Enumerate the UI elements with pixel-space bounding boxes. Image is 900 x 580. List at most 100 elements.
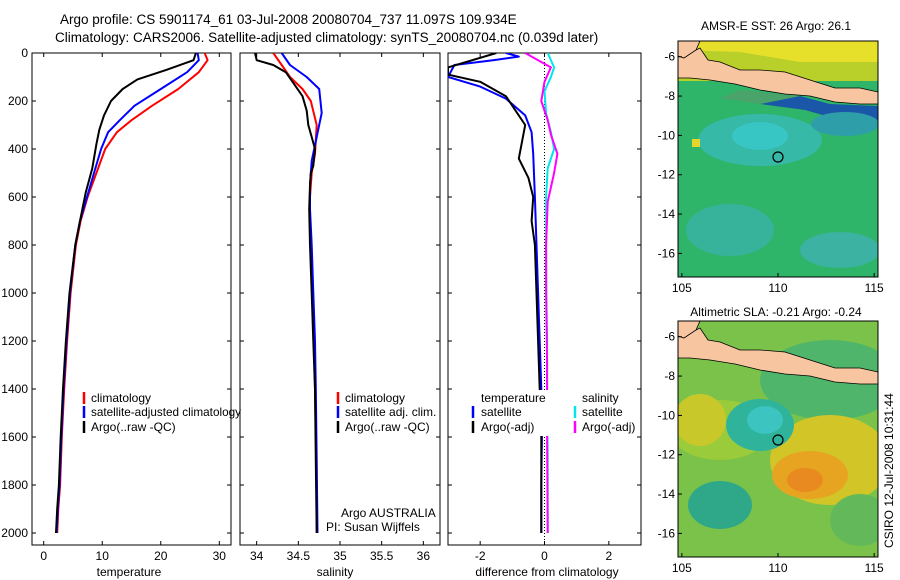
sst_map-ytick-label: -14 — [658, 207, 676, 221]
depth-tick-label: 200 — [8, 94, 28, 108]
sst-cool-patch-5 — [800, 232, 878, 268]
difference-line-temperature-satellite — [448, 53, 543, 533]
temperature-xtick-label: 20 — [154, 549, 168, 563]
temperature-xtick-label: 30 — [213, 549, 227, 563]
sst-cool-patch-4 — [686, 204, 774, 256]
sla-map-image — [678, 321, 878, 557]
sla-green-patch-3 — [830, 494, 878, 546]
sla-cyan-eddy-core — [747, 406, 783, 434]
difference-lines — [448, 53, 559, 534]
temperature-line-satellite-adjusted-climatology — [55, 53, 200, 534]
temperature-panel: 0 200 400 600 800 1000 1200 1400 1600 1800 2000 0 1… — [1, 46, 241, 579]
depth-tick-label: 1200 — [1, 334, 28, 348]
sst_map-xtick-label: 105 — [672, 281, 692, 295]
depth-tick-label: 1600 — [1, 430, 28, 444]
salinity-line-climatology — [272, 53, 318, 533]
sst-yellow-north — [678, 41, 878, 62]
csiro-timestamp: CSIRO 12-Jul-2008 10:31:44 — [882, 393, 896, 548]
sla_map-ytick-label: -8 — [664, 369, 675, 383]
temperature-xlabel: temperature — [97, 565, 162, 579]
difference-legend-temp-argo: Argo(-adj) — [481, 420, 534, 434]
sla_map-ytick-label: -14 — [658, 487, 676, 501]
salinity-legend-satellite: satellite adj. clim. — [345, 405, 436, 419]
sst-java-land — [678, 47, 878, 105]
sla-yellow-patch-2 — [678, 394, 726, 446]
sla-map-panel: Altimetric SLA: -0.21 Argo: -0.24 105 110… — [658, 305, 884, 575]
sla-profile-marker — [772, 434, 784, 446]
depth-tick-label: 1000 — [1, 286, 28, 300]
sst_map-ytick-label: -6 — [664, 50, 675, 64]
depth-tick-label: 600 — [8, 190, 28, 204]
difference-legend-sal-satellite: satellite — [582, 405, 623, 419]
difference-legend-sal-argo: Argo(-adj) — [582, 420, 635, 434]
difference-x-ticks: -2 0 2 — [475, 53, 612, 563]
depth-tick-label: 800 — [8, 238, 28, 252]
difference-xtick-label: 0 — [541, 549, 548, 563]
salinity-legend: climatology satellite adj. clim. Argo(..… — [336, 391, 436, 434]
sla_map-ytick-label: -6 — [664, 330, 675, 344]
salinity-annotation-line2: PI: Susan Wijffels — [326, 520, 420, 534]
sst_map-ytick-label: -8 — [664, 89, 675, 103]
depth-tick-label: 1800 — [1, 478, 28, 492]
temperature-xtick-label: 0 — [40, 549, 47, 563]
temperature-line-argo-raw-qc — [55, 53, 197, 534]
figure-title-line1: Argo profile: CS 5901174_61 03-Jul-2008 … — [60, 12, 517, 27]
salinity-legend-argo: Argo(..raw -QC) — [345, 420, 430, 434]
sla-teal-patch — [688, 481, 752, 529]
difference-line-temperature-argo-adj — [448, 53, 543, 533]
figure-title-line2: Climatology: CARS2006. Satellite-adjuste… — [55, 30, 598, 45]
sst-coastal-green — [720, 90, 800, 104]
sla-orange-patch-2 — [787, 468, 823, 492]
sla-map-title: Altimetric SLA: -0.21 Argo: -0.24 — [690, 305, 862, 319]
depth-tick-label: 2000 — [1, 526, 28, 540]
depth-tick-label: 400 — [8, 142, 28, 156]
temperature-x-ticks: 0 10 20 30 — [40, 53, 226, 563]
sst-kalimantan-land — [678, 41, 701, 59]
salinity-xtick-label: 35.5 — [370, 549, 394, 563]
sla_map-xtick-label: 110 — [768, 561, 787, 575]
salinity-line-argo-raw-qc — [254, 53, 318, 534]
sst-map-ticks: 105 110 115 -6 -8 -10 -12 -14 -16 — [658, 50, 884, 295]
sla-map-ticks: 105 110 115 -6 -8 -10 -12 -14 -16 — [658, 330, 884, 575]
sst_map-ytick-label: -10 — [658, 128, 676, 142]
salinity-annotation-line1: Argo AUSTRALIA — [341, 506, 436, 520]
difference-y-ticks — [448, 52, 641, 534]
difference-legend-header-salinity: salinity — [582, 391, 619, 405]
sla_map-xtick-label: 115 — [865, 561, 884, 575]
temperature-xtick-label: 10 — [96, 549, 110, 563]
difference-legend: temperature salinity satellite Argo(-adj… — [470, 390, 640, 436]
sst_map-xtick-label: 110 — [768, 281, 787, 295]
sst-cool-patch-2 — [732, 122, 788, 150]
temperature-legend-climatology: climatology — [91, 391, 151, 405]
sla_map-ytick-label: -12 — [658, 448, 676, 462]
sla_map-xtick-label: 105 — [672, 561, 692, 575]
depth-tick-label: 1400 — [1, 382, 28, 396]
difference-line-salinity-argo-adj — [524, 53, 559, 534]
salinity-xtick-label: 34 — [250, 549, 264, 563]
salinity-legend-climatology: climatology — [345, 391, 405, 405]
salinity-xtick-label: 35 — [333, 549, 347, 563]
sst-cool-patch-3 — [811, 112, 878, 136]
difference-legend-header-temperature: temperature — [481, 391, 546, 405]
sst_map-ytick-label: -16 — [658, 246, 676, 260]
salinity-y-ticks — [240, 52, 440, 534]
salinity-panel: 34 34.5 35 35.5 36 salinity climatology sate… — [239, 52, 441, 579]
sst-hot-pixel — [692, 139, 700, 147]
temperature-legend: climatology satellite-adjusted climatolo… — [82, 391, 241, 434]
temperature-line-climatology — [56, 53, 209, 534]
sla-kalimantan-land — [678, 321, 701, 339]
sst-map-title: AMSR-E SST: 26 Argo: 26.1 — [701, 19, 851, 33]
sla_map-ytick-label: -16 — [658, 526, 676, 540]
salinity-lines — [254, 53, 323, 534]
temperature-lines — [55, 53, 209, 534]
depth-tick-label: 0 — [21, 46, 28, 60]
sst-profile-marker — [772, 151, 784, 163]
difference-xlabel: difference from climatology — [475, 565, 618, 579]
salinity-xtick-label: 34.5 — [287, 549, 311, 563]
temperature-axes-frame — [31, 52, 232, 546]
salinity-axes-frame — [239, 52, 441, 546]
temperature-legend-satellite: satellite-adjusted climatology — [91, 405, 241, 419]
sla_map-ytick-label: -10 — [658, 408, 676, 422]
temperature-y-ticks: 0 200 400 600 800 1000 1200 1400 1600 1800 2000 — [1, 46, 231, 540]
